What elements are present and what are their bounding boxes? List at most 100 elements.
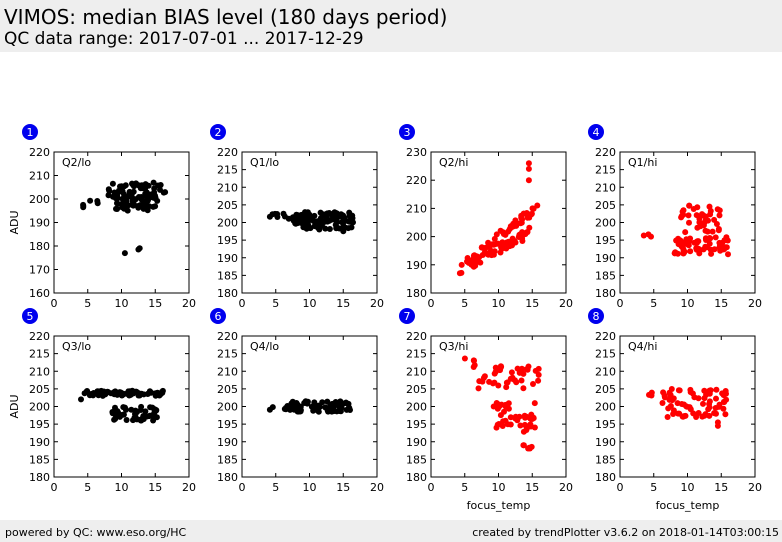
data-point [502, 403, 509, 410]
data-point [143, 189, 150, 196]
data-point [105, 186, 112, 193]
x-tick-label: 10 [681, 481, 695, 494]
panel-number: 1 [27, 126, 34, 139]
data-point [314, 218, 321, 225]
data-point [680, 249, 687, 256]
data-point [720, 405, 727, 412]
data-point [78, 396, 84, 403]
y-tick-label: 210 [595, 181, 616, 194]
x-tick-label: 5 [84, 297, 91, 310]
data-point [334, 219, 341, 226]
y-tick-label: 185 [406, 453, 427, 466]
y-tick-label: 185 [29, 453, 50, 466]
data-point [329, 214, 336, 220]
data-point [505, 228, 512, 235]
data-point [704, 228, 711, 235]
y-tick-label: 200 [406, 231, 427, 244]
data-point [476, 378, 483, 385]
data-point [675, 235, 682, 242]
panel-number-badge [210, 124, 226, 140]
data-point [713, 395, 719, 402]
x-axis-label: focus_temp [656, 499, 720, 512]
data-point [141, 198, 148, 205]
x-tick-label: 0 [428, 297, 435, 310]
data-point [640, 232, 647, 239]
data-point [348, 224, 355, 231]
data-point [152, 194, 159, 201]
data-point [520, 370, 527, 377]
y-tick-label: 195 [217, 234, 238, 247]
y-tick-label: 180 [29, 240, 50, 253]
y-axis-label: ADU [8, 394, 21, 418]
data-point [130, 417, 136, 424]
panel-number-badge [588, 308, 604, 324]
y-tick-label: 205 [217, 383, 238, 396]
data-point [157, 186, 163, 193]
y-tick-label: 230 [406, 146, 427, 159]
data-point [525, 177, 532, 184]
footer-bar: powered by QC: www.eso.org/HC created by… [0, 520, 782, 542]
data-point [136, 392, 143, 399]
data-point [136, 245, 143, 252]
data-point [142, 408, 149, 415]
data-point [142, 181, 149, 188]
data-point [535, 365, 542, 372]
y-tick-label: 210 [406, 202, 427, 215]
y-tick-label: 200 [29, 401, 50, 414]
data-point [461, 355, 468, 362]
data-point [152, 414, 159, 420]
data-point [109, 180, 116, 187]
data-point [94, 200, 101, 207]
data-point [119, 188, 126, 195]
data-point [333, 225, 340, 232]
y-tick-label: 210 [406, 365, 427, 378]
x-tick-label: 20 [748, 297, 762, 310]
panel-label: Q2/lo [62, 156, 91, 169]
data-point [528, 411, 535, 418]
data-point [341, 216, 348, 223]
data-point [122, 406, 129, 413]
x-tick-label: 0 [617, 481, 624, 494]
data-point [683, 403, 690, 410]
data-point [646, 391, 652, 398]
header-bar: VIMOS: median BIAS level (180 days perio… [0, 0, 782, 52]
panel-number: 2 [215, 126, 222, 139]
x-tick-label: 10 [492, 297, 506, 310]
data-point [696, 215, 703, 222]
data-point [690, 206, 697, 212]
data-point [502, 241, 509, 248]
data-point [699, 211, 705, 218]
x-tick-label: 10 [681, 297, 695, 310]
data-point [470, 263, 477, 270]
data-point [674, 400, 681, 407]
data-point [526, 211, 532, 218]
x-axis-label: focus_temp [467, 499, 531, 512]
data-point [122, 200, 128, 207]
data-point [347, 407, 353, 413]
data-point [531, 400, 538, 407]
data-point [523, 427, 530, 433]
x-tick-label: 20 [182, 297, 196, 310]
y-tick-label: 195 [595, 234, 616, 247]
data-point [146, 388, 153, 395]
data-point [525, 165, 532, 172]
data-point [121, 250, 128, 257]
data-point [705, 406, 712, 413]
y-tick-label: 220 [217, 146, 238, 159]
plot-frame [430, 151, 567, 294]
y-tick-label: 210 [29, 365, 50, 378]
data-point [512, 413, 519, 420]
data-point [118, 183, 125, 190]
x-tick-label: 20 [559, 297, 573, 310]
data-point [702, 235, 709, 242]
data-point [485, 239, 492, 246]
y-tick-label: 220 [217, 330, 238, 343]
data-point [695, 395, 702, 402]
data-point [671, 250, 678, 257]
data-point [509, 222, 516, 229]
data-point [144, 207, 151, 214]
y-tick-label: 200 [217, 217, 238, 230]
panel-number: 3 [404, 126, 411, 139]
data-point [695, 238, 702, 245]
